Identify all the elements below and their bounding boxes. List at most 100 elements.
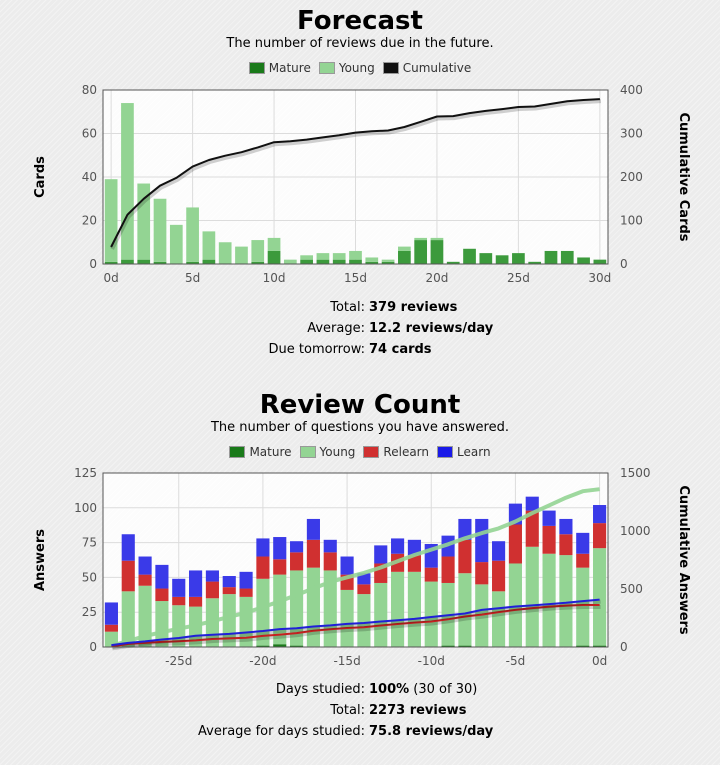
bar-young [475,584,489,647]
bar-relearn [189,596,203,607]
review-count-legend: Mature Young Relearn Learn [0,444,720,460]
bar-mature [430,240,444,264]
bar-mature [479,253,493,264]
bar-learn [559,518,573,535]
review-count-subtitle: The number of questions you have answere… [210,420,509,435]
legend-item-young: Young [299,445,356,459]
bar-learn [306,518,320,540]
y-tick-label: 0 [89,640,97,654]
y-tick-label: 75 [82,536,97,550]
bar-young [492,591,506,647]
bar-mature [446,261,460,264]
bar-learn [138,556,152,575]
bar-mature [256,645,270,647]
bar-learn [525,496,539,511]
forecast-chart: 0 20 40 60 80 0 100 200 300 400 0d 5d 10d 15d 20d 25d 30… [33,83,691,285]
legend-item-mature: Mature [248,61,311,75]
bar-young [391,571,405,647]
bar-mature [577,257,590,264]
stat-label: Total: [330,703,365,718]
bar-learn [256,538,270,557]
bar-young [374,582,388,647]
y2-tick-label: 1000 [620,524,651,538]
y2-tick-label: 200 [620,170,643,184]
bar-young [365,257,379,262]
series-line-shadow-cumulative [110,99,602,250]
bar-relearn [508,524,522,564]
bar-relearn [273,559,287,575]
y2-tick-label: 0 [620,257,628,271]
y-tick-label: 80 [82,83,97,97]
bar-mature [202,259,216,264]
bar-mature [576,645,590,647]
bar-relearn [357,584,371,595]
bar-relearn [576,553,590,568]
bar-mature [528,261,542,264]
y2-tick-label: 400 [620,83,643,97]
legend-label-cumulative: Cumulative [402,61,472,75]
x-tick-label: 10d [263,271,286,285]
series-line-cumulative [110,98,600,248]
bar-young [153,198,167,262]
plot-border [102,89,609,265]
bar-young [202,231,216,260]
stat-label: Total: [330,300,365,315]
forecast-title: Forecast [297,6,423,36]
y2-tick-label: 500 [620,582,643,596]
legend-label-young: Young [319,445,356,459]
stat-value: 75.8 reviews/day [369,724,494,739]
bar-relearn [104,624,118,632]
bar-young [104,179,118,262]
bar-relearn [172,596,186,606]
bar-mature [560,250,574,264]
series-line-cumulative-learn [111,598,600,647]
review-stat-days-studied: Days studied: 100% (30 of 30) [0,679,720,700]
bar-learn [323,539,337,553]
y-tick-label: 125 [74,466,97,480]
bar-mature [267,250,281,264]
legend-label-young: Young [338,61,375,75]
bar-mature [593,645,607,647]
x-tick-label: -10d [418,654,445,668]
series-line-cumulative-young [110,487,600,648]
legend-item-cumulative: Cumulative [382,61,472,75]
bar-learn [475,518,489,563]
legend-swatch-young [318,62,335,74]
x-tick-label: 0d [592,654,607,668]
bar-mature [495,255,509,264]
bar-learn [576,532,590,554]
y2-tick-label: 0 [620,640,628,654]
bar-mature [332,259,346,264]
bar-mature [349,259,362,264]
bar-relearn [138,574,152,586]
bar-mature [381,261,395,264]
review-count-chart: 0 25 50 75 100 125 0 500 1000 1500 -25d -20d -15d -10… [33,466,691,668]
bar-mature [273,644,287,647]
stat-value: 379 reviews [369,300,458,315]
bar-young [256,578,270,646]
y-tick-label: 20 [82,214,97,228]
bar-young [121,591,135,647]
stat-label: Average: [307,321,365,336]
y2-axis-label: Cumulative Cards [676,112,691,241]
bar-young [239,596,253,647]
x-tick-label: 25d [507,271,530,285]
bar-young [273,574,287,645]
forecast-stats: Total: 379 reviews Average: 12.2 reviews/d… [0,297,720,360]
forecast-legend: Mature Young Cumulative [0,60,720,76]
x-tick-label: 0d [104,271,119,285]
forecast-section: Forecast The number of reviews due in th… [0,0,720,362]
bar-learn [407,539,421,556]
bar-learn [172,578,186,597]
bar-relearn [593,523,607,549]
y2-axis-label: Cumulative Answers [676,485,691,635]
bar-young [508,563,522,647]
stat-extra: (30 of 30) [409,682,478,697]
review-stat-average: Average for days studied: 75.8 reviews/da… [0,721,720,742]
y2-tick-label: 100 [620,214,643,228]
bar-young [576,567,590,646]
bar-young [290,570,304,646]
stat-value: 74 cards [369,342,432,357]
legend-item-mature: Mature [229,445,292,459]
bar-relearn [542,525,556,554]
